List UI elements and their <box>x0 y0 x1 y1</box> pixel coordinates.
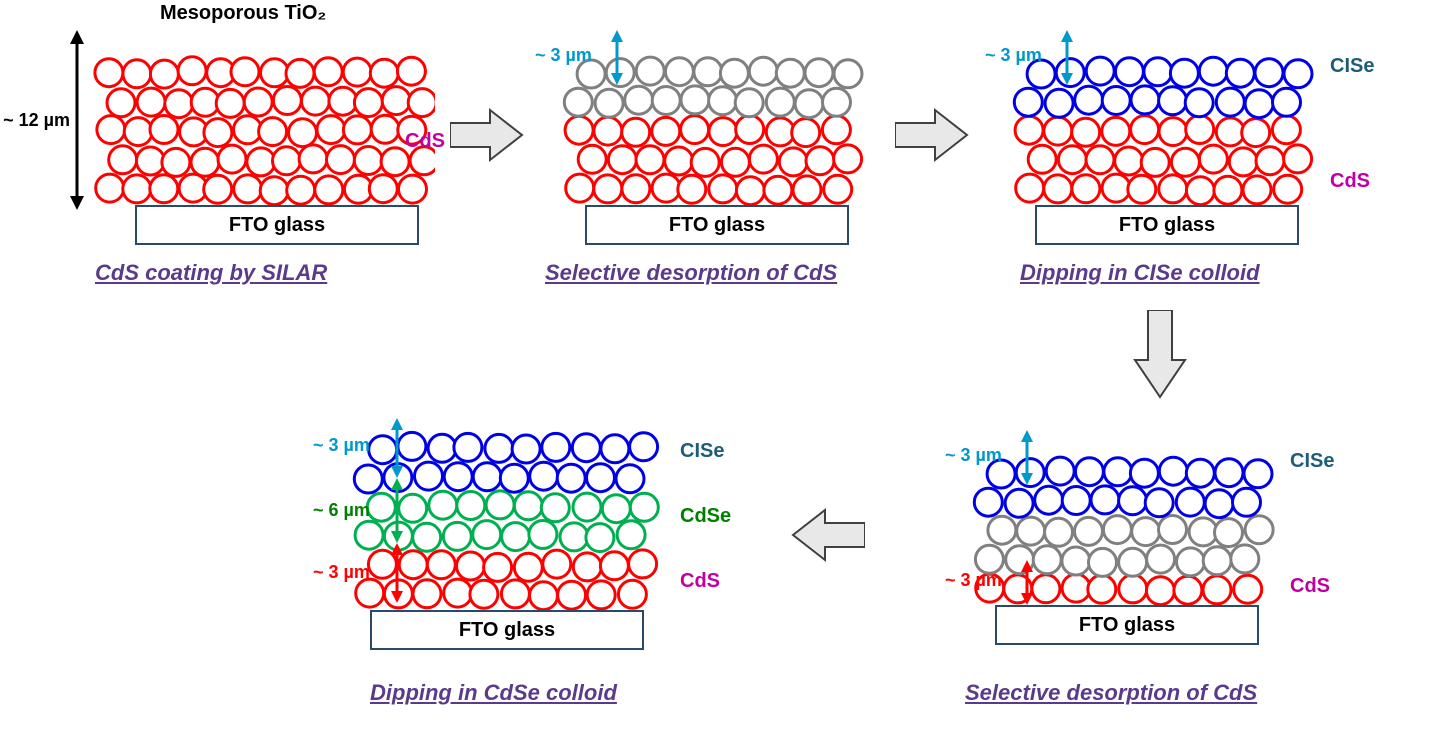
caption-3: Dipping in CISe colloid <box>1020 260 1260 286</box>
dim-6um-arrow-4m <box>385 478 409 543</box>
panel-4: FTO glass <box>325 410 665 690</box>
panel-1: FTO glass <box>55 30 435 290</box>
caption-2: Selective desorption of CdS <box>545 260 837 286</box>
dim-3um-arrow-4b <box>385 543 409 603</box>
dim-3um-arrow-2 <box>605 30 629 85</box>
dim-3um-text-3: ~ 3 µm <box>985 45 1042 66</box>
dim-3um-text-5b: ~ 3 µm <box>945 570 1002 591</box>
label-cds-3: CdS <box>1330 170 1370 193</box>
label-cise-4: CISe <box>680 440 724 463</box>
dim-6um-text-4m: ~ 6 µm <box>313 500 370 521</box>
dim-3um-arrow-4t <box>385 418 409 478</box>
dim-3um-text-2: ~ 3 µm <box>535 45 592 66</box>
title-mesoporous: Mesoporous TiO₂ <box>160 2 326 25</box>
panel-3: FTO glass <box>985 30 1325 290</box>
dim-12um-text: ~ 12 µm <box>0 110 70 131</box>
process-arrow-1 <box>450 105 525 165</box>
dim-3um-text-5t: ~ 3 µm <box>945 445 1002 466</box>
process-arrow-3 <box>1130 310 1190 400</box>
label-cdse-4: CdSe <box>680 505 731 528</box>
label-cds-4: CdS <box>680 570 720 593</box>
dim-3um-arrow-5b <box>1015 560 1039 605</box>
panel-2: FTO glass <box>535 30 875 290</box>
label-cds-1: CdS <box>405 130 445 153</box>
process-arrow-4 <box>790 505 865 565</box>
fto-box-2: FTO glass <box>585 205 849 245</box>
caption-4: Dipping in CdSe colloid <box>370 680 617 706</box>
fto-box-1: FTO glass <box>135 205 419 245</box>
fto-box-5: FTO glass <box>995 605 1259 645</box>
fto-box-3: FTO glass <box>1035 205 1299 245</box>
label-cise-3: CISe <box>1330 55 1374 78</box>
dim-3um-arrow-5t <box>1015 430 1039 485</box>
dim-3um-arrow-3 <box>1055 30 1079 85</box>
dim-3um-text-4b: ~ 3 µm <box>313 562 370 583</box>
process-arrow-2 <box>895 105 970 165</box>
label-cise-5: CISe <box>1290 450 1334 473</box>
panel-5: FTO glass <box>945 430 1285 690</box>
caption-1: CdS coating by SILAR <box>95 260 327 286</box>
fto-box-4: FTO glass <box>370 610 644 650</box>
dim-3um-text-4t: ~ 3 µm <box>313 435 370 456</box>
caption-5: Selective desorption of CdS <box>965 680 1257 706</box>
label-cds-5: CdS <box>1290 575 1330 598</box>
